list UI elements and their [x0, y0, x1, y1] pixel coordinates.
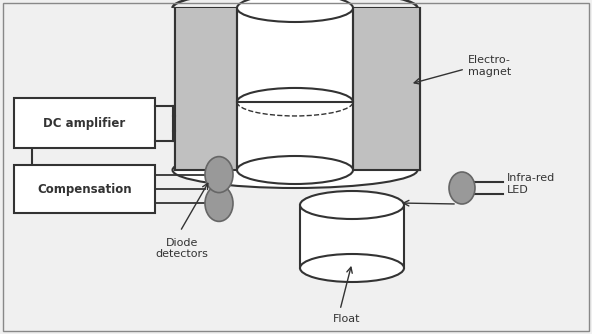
Ellipse shape: [237, 0, 353, 22]
Ellipse shape: [449, 172, 475, 204]
Bar: [14, 98, 155, 148]
Polygon shape: [237, 8, 353, 170]
Text: Compensation: Compensation: [37, 182, 132, 195]
Text: Float: Float: [333, 314, 361, 324]
Ellipse shape: [237, 156, 353, 184]
Text: Electro-
magnet: Electro- magnet: [468, 55, 511, 77]
Ellipse shape: [205, 157, 233, 193]
Text: Infra-red
LED: Infra-red LED: [507, 173, 555, 195]
Ellipse shape: [205, 185, 233, 221]
Ellipse shape: [300, 191, 404, 219]
Ellipse shape: [172, 152, 417, 188]
Bar: [14, 165, 155, 213]
Bar: [353, 8, 420, 170]
Text: DC amplifier: DC amplifier: [43, 117, 126, 130]
Text: Diode
detectors: Diode detectors: [156, 237, 208, 259]
Polygon shape: [300, 205, 404, 268]
Polygon shape: [175, 8, 420, 170]
Bar: [175, 8, 237, 170]
Ellipse shape: [300, 254, 404, 282]
